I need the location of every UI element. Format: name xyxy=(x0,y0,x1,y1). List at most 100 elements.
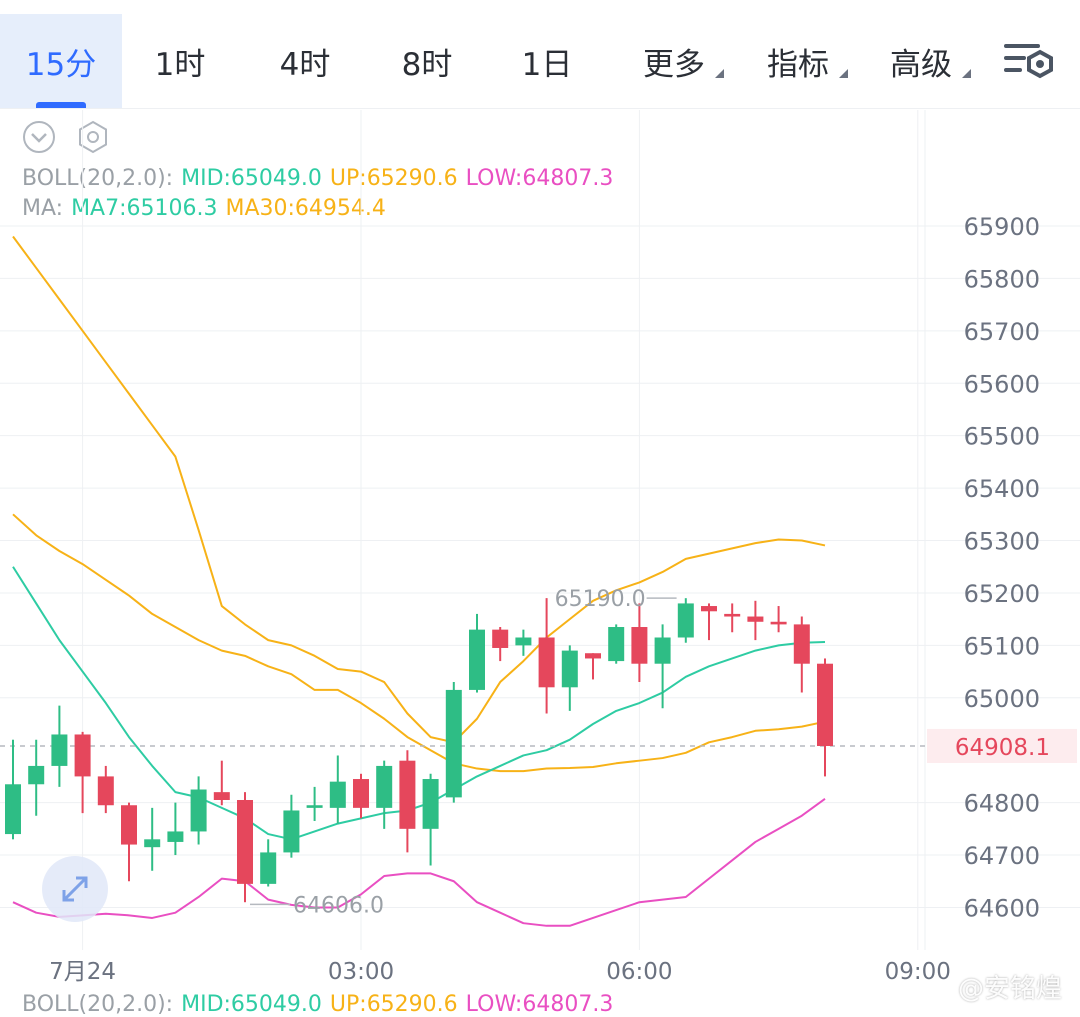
y-axis-tick-label: 65900 xyxy=(964,213,1040,241)
chevron-down-icon[interactable] xyxy=(22,120,56,154)
boll-low-value: LOW:64807.3 xyxy=(465,166,614,191)
x-axis-tick-label: 7月24 xyxy=(49,959,116,985)
candle-body xyxy=(701,606,717,612)
ma7-value: MA7:65106.3 xyxy=(71,196,218,221)
candle-body xyxy=(817,663,833,747)
candle-body xyxy=(677,603,694,638)
y-axis-tick-label: 65200 xyxy=(964,580,1040,608)
candlestick-chart[interactable]: 65900 65800 65700 65600 65500 65400 65300 65200… xyxy=(0,110,1080,990)
interval-tab-bar: 15分 1时 4时 8时 1日 更多 指标 高级 xyxy=(0,0,1080,109)
bottom-boll-label: BOLL(20,2.0): xyxy=(22,992,174,1017)
candle-body xyxy=(608,627,625,662)
high-price-label: 65190.0 xyxy=(555,587,646,612)
candle-body xyxy=(28,765,45,785)
ma-label: MA: xyxy=(22,196,64,221)
candle-body xyxy=(5,784,21,835)
y-axis-tick-label: 65700 xyxy=(964,318,1040,346)
candle-body xyxy=(399,760,416,829)
boll-lower-band-line xyxy=(12,797,826,927)
y-axis-tick-label: 65300 xyxy=(964,528,1040,556)
x-axis-tick-label: 09:00 xyxy=(885,959,951,985)
candle-body xyxy=(74,734,91,777)
ma-indicator-line: MA: MA7:65106.3 MA30:64954.4 xyxy=(22,196,394,221)
candle-body xyxy=(329,781,346,808)
boll-label: BOLL(20,2.0): xyxy=(22,166,174,191)
y-axis-tick-label: 65000 xyxy=(964,685,1040,713)
current-price-label: 64908.1 xyxy=(955,735,1050,761)
dropdown-triangle-icon xyxy=(715,69,724,78)
boll-up-value: UP:65290.6 xyxy=(329,166,458,191)
active-tab-indicator xyxy=(36,102,86,108)
expand-icon xyxy=(62,876,88,902)
bottom-boll-up: UP:65290.6 xyxy=(329,992,458,1017)
candle-body xyxy=(631,627,648,664)
x-axis-tick-label: 03:00 xyxy=(328,959,394,985)
candle-body xyxy=(167,831,184,842)
y-axis-tick-label: 64600 xyxy=(964,894,1040,922)
boll-mid-value: MID:65049.0 xyxy=(181,166,322,191)
hexagon-settings-icon[interactable] xyxy=(76,120,110,154)
candle-body xyxy=(654,637,671,664)
watermark: @安铭煌 xyxy=(958,974,1063,1004)
candle-body xyxy=(190,789,207,832)
tab-1h[interactable]: 1时 xyxy=(130,14,230,108)
bottom-boll-mid: MID:65049.0 xyxy=(181,992,322,1017)
candle-body xyxy=(97,776,114,806)
tab-label: 15分 xyxy=(25,46,97,83)
tab-label: 更多 xyxy=(643,46,705,83)
candle-body xyxy=(561,650,578,688)
bottom-boll-line: BOLL(20,2.0): MID:65049.0 UP:65290.6 LOW:64… xyxy=(22,992,621,1017)
candle-body xyxy=(237,799,253,884)
x-axis-tick-label: 06:00 xyxy=(606,959,672,985)
y-axis-tick-label: 65800 xyxy=(964,265,1040,293)
low-price-label: 64606.0 xyxy=(293,893,384,918)
candle-body xyxy=(213,792,230,800)
candle-body xyxy=(144,839,161,848)
tab-label: 1时 xyxy=(154,46,206,83)
dropdown-triangle-icon xyxy=(839,69,848,78)
tab-indicators[interactable]: 指标 xyxy=(752,14,848,108)
expand-button[interactable] xyxy=(42,856,108,922)
tab-label: 8时 xyxy=(401,46,453,83)
candle-body xyxy=(469,629,485,690)
candle-body xyxy=(260,852,277,884)
tab-more[interactable]: 更多 xyxy=(628,14,724,108)
candle-body xyxy=(353,779,369,808)
boll-upper-band-line xyxy=(12,235,826,744)
y-axis-tick-label: 64700 xyxy=(964,842,1040,870)
candle-body xyxy=(306,805,323,808)
tab-label: 指标 xyxy=(767,46,829,83)
bottom-boll-low: LOW:64807.3 xyxy=(465,992,614,1017)
candle-body xyxy=(793,624,810,664)
ma7-line xyxy=(12,566,826,841)
boll-indicator-line: BOLL(20,2.0): MID:65049.0 UP:65290.6 LOW:64… xyxy=(22,166,621,191)
tab-label: 1日 xyxy=(521,46,573,83)
y-axis-tick-label: 65600 xyxy=(964,370,1040,398)
candle-body xyxy=(724,613,741,617)
candle-body xyxy=(492,629,509,648)
y-axis-tick-label: 65400 xyxy=(964,475,1040,503)
candle-body xyxy=(422,779,439,829)
tab-4h[interactable]: 4时 xyxy=(255,14,355,108)
current-price-badge xyxy=(927,728,1077,763)
tab-advanced[interactable]: 高级 xyxy=(875,14,971,108)
candle-body xyxy=(770,621,787,625)
ma30-value: MA30:64954.4 xyxy=(225,196,386,221)
chart-settings-icon[interactable] xyxy=(1000,38,1056,82)
dropdown-triangle-icon xyxy=(962,69,971,78)
candle-body xyxy=(121,805,137,845)
tab-label: 高级 xyxy=(890,46,952,83)
candle-body xyxy=(51,734,68,766)
candle-body xyxy=(538,637,555,688)
y-axis-tick-label: 65500 xyxy=(964,423,1040,451)
candle-body xyxy=(283,810,300,853)
tab-8h[interactable]: 8时 xyxy=(377,14,477,108)
candle-body xyxy=(515,637,532,646)
candle-body xyxy=(445,689,462,798)
y-axis-tick-label: 65100 xyxy=(964,632,1040,660)
tab-label: 4时 xyxy=(279,46,331,83)
tab-1d[interactable]: 1日 xyxy=(497,14,597,108)
tab-15min[interactable]: 15分 xyxy=(0,14,122,108)
candle-body xyxy=(747,616,764,622)
candle-body xyxy=(376,765,393,808)
